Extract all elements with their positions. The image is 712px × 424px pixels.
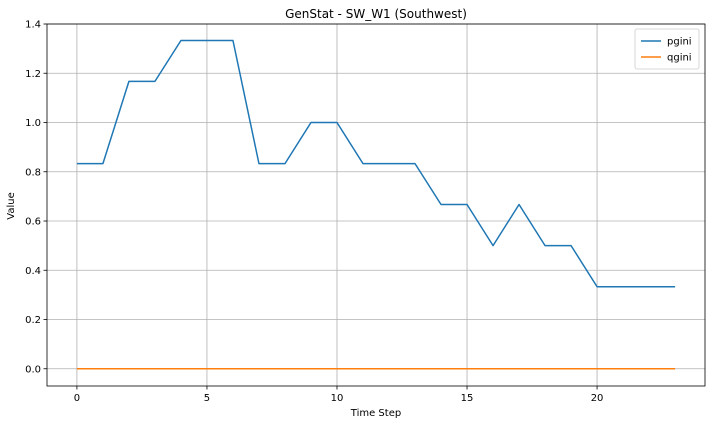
series-layer — [76, 39, 676, 370]
y-tick-label: 1.2 — [25, 69, 41, 80]
x-tick-label: 0 — [74, 393, 80, 404]
x-tick-label: 15 — [461, 393, 474, 404]
y-tick-label: 0.4 — [25, 266, 41, 277]
ticks-layer: 0 5 10 15 20 0.0 0.2 0.4 0.6 0.8 1.0 1.2 1.4 — [25, 20, 603, 405]
x-tick-label: 5 — [204, 393, 210, 404]
chart-title: GenStat - SW_W1 (Southwest) — [285, 7, 467, 21]
legend-box — [634, 28, 700, 70]
plot-frame — [46, 23, 706, 387]
y-tick-label: 0.2 — [25, 315, 41, 326]
x-tick-label: 10 — [331, 393, 344, 404]
x-axis-label: Time Step — [350, 408, 401, 419]
y-tick-label: 1.0 — [25, 118, 41, 129]
legend-label-qgini: qgini — [667, 53, 692, 64]
y-axis-label: Value — [6, 192, 17, 219]
legend-label-pgini: pgini — [667, 37, 692, 48]
y-tick-label: 0.0 — [25, 364, 41, 375]
x-tick-label: 20 — [591, 393, 604, 404]
y-tick-label: 0.6 — [25, 217, 41, 228]
series-line-pgini — [76, 39, 676, 288]
legend: pgini qgini — [634, 28, 700, 70]
y-tick-label: 0.8 — [25, 167, 41, 178]
y-tick-label: 1.4 — [25, 20, 41, 31]
